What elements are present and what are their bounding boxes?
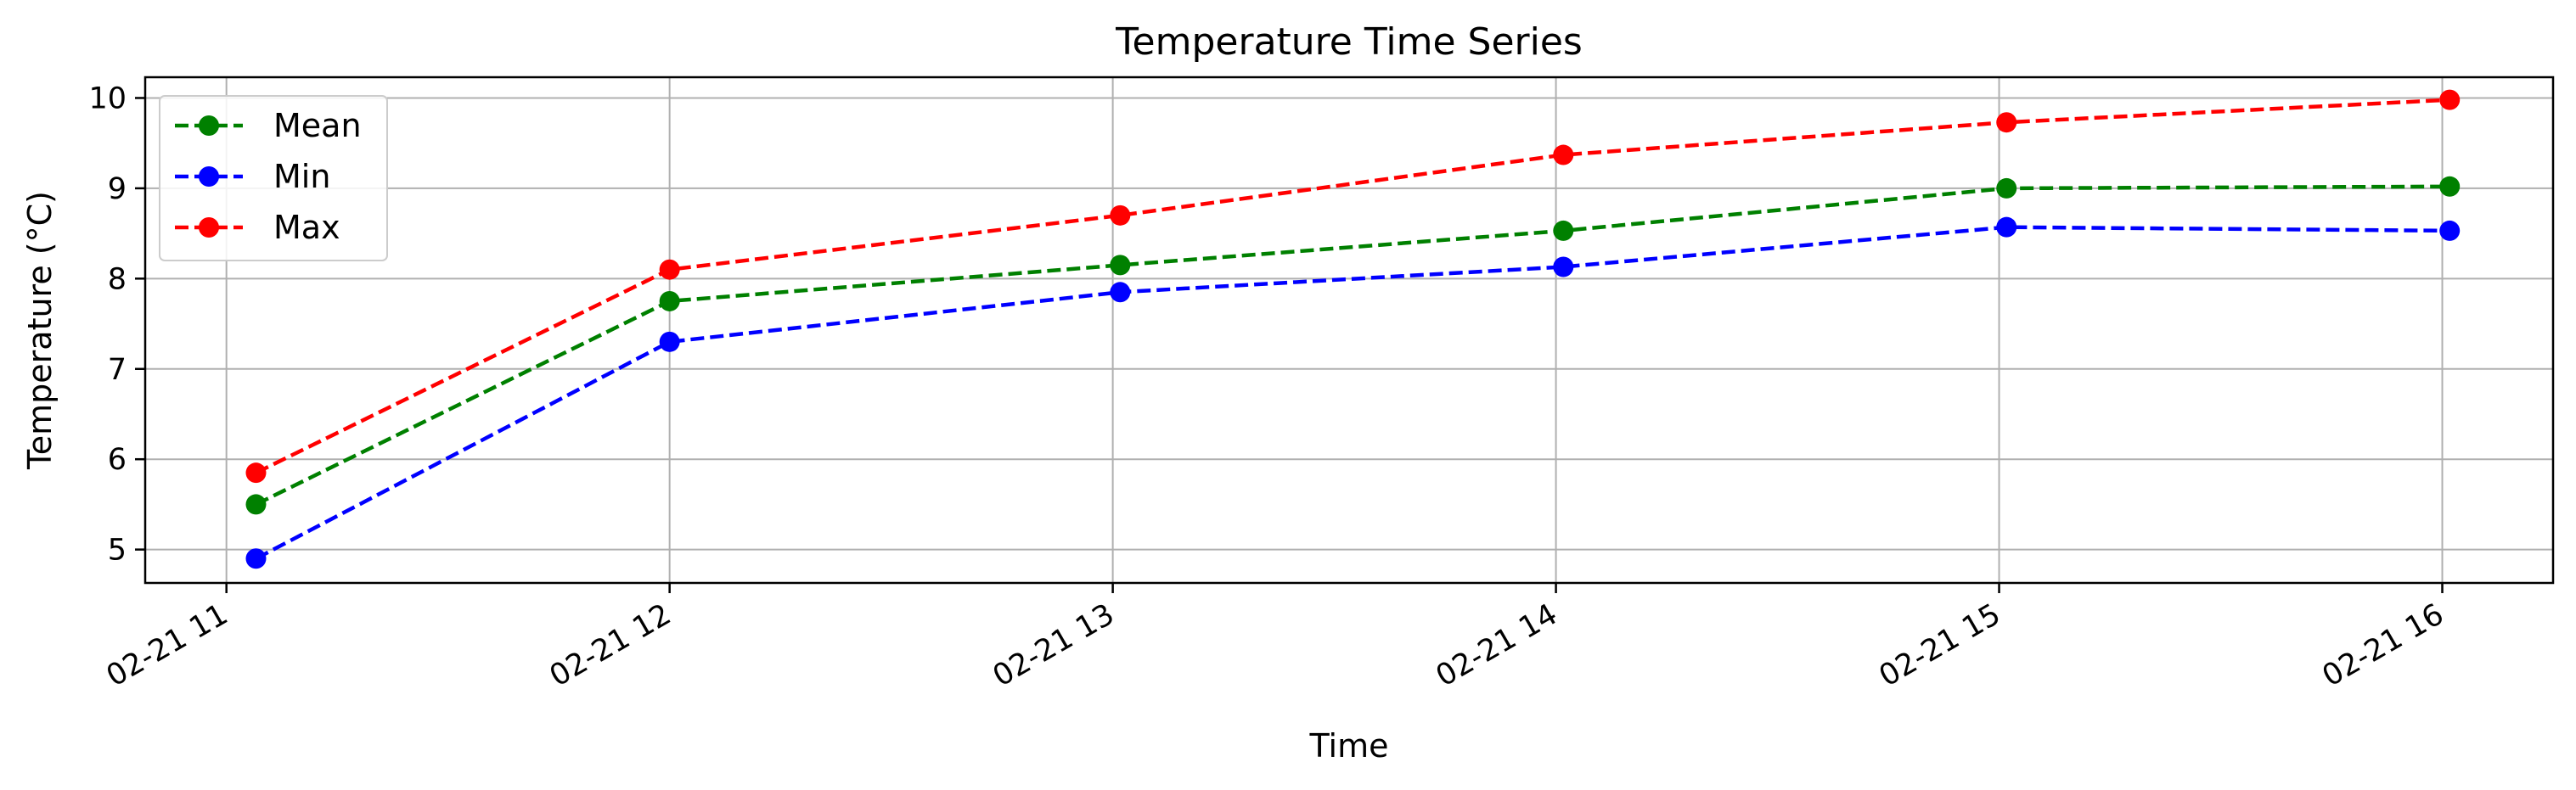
y-tick-label: 5 bbox=[108, 534, 127, 568]
data-point-mean bbox=[245, 494, 267, 515]
legend-label-min: Min bbox=[273, 158, 330, 195]
legend-label-max: Max bbox=[273, 209, 340, 246]
x-tick-label: 02-21 12 bbox=[544, 597, 677, 693]
data-point-min bbox=[1996, 216, 2017, 238]
y-axis-label: Temperature (°C) bbox=[21, 191, 59, 470]
y-tick-label: 6 bbox=[108, 443, 127, 477]
series-line-min bbox=[255, 225, 2450, 561]
data-point-max bbox=[659, 259, 680, 280]
data-point-min bbox=[245, 548, 267, 569]
data-point-max bbox=[1996, 112, 2017, 133]
data-point-min bbox=[2439, 220, 2461, 241]
data-point-max bbox=[245, 462, 267, 484]
y-axis-ticks: 5 6 7 8 9 10 bbox=[88, 81, 145, 568]
data-series bbox=[245, 89, 2461, 569]
legend-marker-min bbox=[199, 166, 219, 187]
y-tick-label: 9 bbox=[108, 172, 127, 206]
x-tick-label: 02-21 15 bbox=[1874, 597, 2006, 693]
legend-marker-max bbox=[199, 217, 219, 238]
series-line-mean bbox=[255, 184, 2450, 507]
data-point-max bbox=[2439, 89, 2461, 110]
legend-label-mean: Mean bbox=[273, 107, 362, 144]
series-line-max bbox=[255, 98, 2450, 475]
x-axis-label: Time bbox=[1309, 727, 1389, 765]
data-point-max bbox=[1553, 144, 1574, 165]
y-tick-label: 8 bbox=[108, 262, 127, 296]
data-point-max bbox=[1110, 205, 1131, 226]
legend-marker-mean bbox=[199, 115, 219, 136]
data-point-mean bbox=[1110, 255, 1131, 276]
data-point-mean bbox=[1553, 220, 1574, 241]
chart-title: Temperature Time Series bbox=[1115, 20, 1583, 64]
legend: Mean Min Max bbox=[159, 95, 388, 261]
plot-frame bbox=[143, 76, 2555, 585]
legend-box bbox=[159, 95, 388, 261]
x-tick-label: 02-21 16 bbox=[2317, 597, 2449, 693]
x-axis-ticks: 02-21 11 02-21 12 02-21 13 02-21 14 02-21 15… bbox=[101, 583, 2449, 693]
x-tick-label: 02-21 11 bbox=[101, 597, 233, 693]
data-point-min bbox=[1110, 282, 1131, 303]
grid-lines bbox=[145, 77, 2553, 583]
data-point-mean bbox=[1996, 177, 2017, 199]
x-tick-label: 02-21 14 bbox=[1431, 597, 1563, 693]
y-tick-label: 7 bbox=[108, 353, 127, 387]
data-point-mean bbox=[659, 290, 680, 311]
y-tick-label: 10 bbox=[88, 81, 127, 115]
x-tick-label: 02-21 13 bbox=[987, 597, 1120, 693]
data-point-min bbox=[1553, 256, 1574, 277]
data-point-min bbox=[659, 331, 680, 352]
data-point-mean bbox=[2439, 176, 2461, 197]
